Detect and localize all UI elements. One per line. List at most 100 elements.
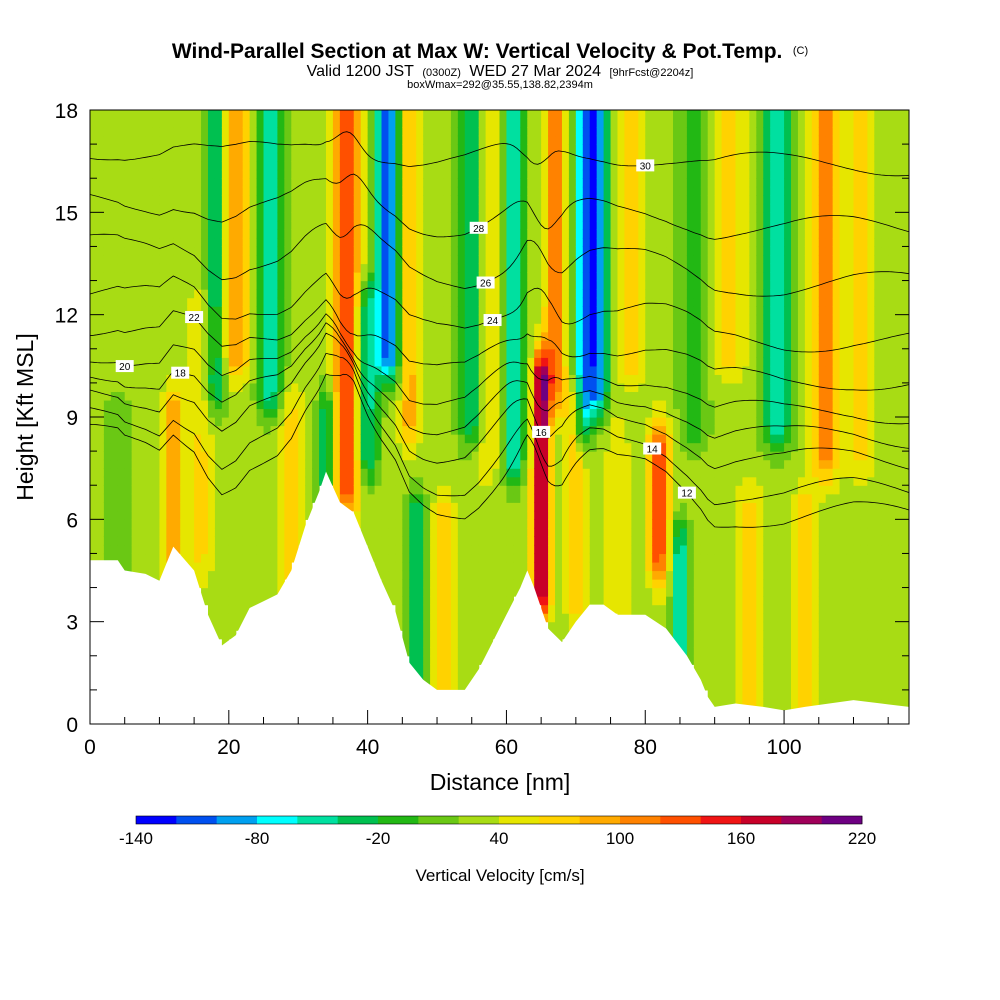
velocity-cell — [666, 152, 674, 162]
velocity-cell — [457, 434, 466, 444]
velocity-cell — [638, 135, 646, 145]
velocity-cell — [96, 144, 105, 154]
velocity-cell — [138, 451, 147, 461]
velocity-cell — [520, 306, 528, 316]
velocity-cell — [603, 459, 612, 469]
velocity-cell — [673, 144, 681, 154]
velocity-cell — [416, 485, 424, 495]
velocity-cell — [277, 459, 285, 469]
velocity-cell — [679, 297, 688, 307]
velocity-cell — [478, 451, 487, 461]
velocity-cell — [249, 186, 258, 196]
velocity-cell — [589, 417, 598, 427]
velocity-cell — [166, 280, 174, 290]
velocity-cell — [603, 161, 612, 171]
velocity-cell — [673, 391, 681, 401]
velocity-cell — [256, 408, 265, 418]
velocity-cell — [617, 254, 626, 265]
velocity-cell — [437, 570, 445, 580]
velocity-cell — [207, 306, 216, 316]
velocity-cell — [152, 254, 161, 265]
velocity-cell — [90, 306, 98, 316]
velocity-cell — [659, 348, 667, 358]
velocity-cell — [589, 212, 598, 222]
velocity-cell — [117, 442, 126, 452]
velocity-cell — [624, 280, 632, 290]
velocity-cell — [277, 289, 285, 299]
velocity-cell — [228, 306, 237, 316]
velocity-cell — [360, 519, 369, 529]
velocity-cell — [388, 323, 396, 333]
velocity-cell — [152, 357, 161, 367]
velocity-cell — [638, 357, 646, 367]
velocity-cell — [437, 186, 445, 196]
velocity-cell — [624, 476, 632, 486]
velocity-cell — [312, 195, 320, 205]
velocity-cell — [103, 340, 112, 350]
velocity-cell — [124, 544, 133, 555]
velocity-cell — [131, 229, 140, 239]
velocity-cell — [464, 604, 473, 614]
velocity-cell — [624, 579, 632, 589]
velocity-cell — [221, 527, 230, 537]
velocity-cell — [235, 417, 244, 427]
velocity-cell — [499, 289, 508, 299]
velocity-cell — [235, 365, 244, 375]
velocity-cell — [527, 536, 535, 546]
velocity-cell — [492, 510, 501, 520]
velocity-cell — [402, 169, 410, 179]
velocity-cell — [506, 229, 514, 239]
velocity-cell — [284, 110, 292, 120]
velocity-cell — [534, 553, 542, 563]
velocity-cell — [457, 127, 466, 137]
velocity-cell — [416, 604, 424, 614]
velocity-cell — [492, 212, 501, 222]
velocity-cell — [659, 544, 667, 555]
velocity-cell — [298, 263, 306, 273]
velocity-cell — [624, 493, 632, 503]
velocity-cell — [478, 408, 487, 418]
velocity-cell — [631, 272, 639, 282]
velocity-cell — [152, 314, 161, 324]
velocity-cell — [596, 135, 605, 145]
velocity-cell — [409, 178, 417, 188]
velocity-cell — [666, 127, 674, 137]
velocity-cell — [249, 127, 258, 137]
velocity-cell — [138, 280, 147, 290]
velocity-cell — [416, 110, 424, 120]
velocity-cell — [478, 527, 487, 537]
velocity-cell — [596, 527, 605, 537]
velocity-cell — [228, 152, 237, 162]
velocity-cell — [555, 237, 563, 248]
velocity-cell — [270, 348, 278, 358]
velocity-cell — [555, 570, 563, 580]
velocity-cell — [561, 237, 570, 248]
velocity-cell — [443, 544, 452, 555]
velocity-cell — [527, 408, 535, 418]
velocity-cell — [659, 212, 667, 222]
velocity-cell — [450, 561, 459, 572]
velocity-cell — [645, 382, 653, 393]
velocity-cell — [395, 203, 403, 213]
velocity-cell — [631, 476, 639, 486]
velocity-cell — [284, 323, 292, 333]
velocity-cell — [568, 613, 577, 623]
velocity-cell — [589, 263, 598, 273]
velocity-cell — [159, 254, 167, 265]
velocity-cell — [430, 621, 438, 631]
velocity-cell — [117, 519, 126, 529]
velocity-cell — [145, 161, 154, 171]
velocity-cell — [624, 220, 632, 230]
velocity-cell — [291, 365, 299, 375]
velocity-cell — [513, 527, 521, 537]
velocity-cell — [201, 502, 209, 512]
velocity-cell — [339, 408, 348, 418]
velocity-cell — [582, 110, 591, 120]
velocity-cell — [381, 570, 390, 580]
velocity-cell — [221, 280, 230, 290]
velocity-cell — [110, 169, 119, 179]
velocity-cell — [117, 144, 126, 154]
velocity-cell — [582, 579, 591, 589]
velocity-cell — [485, 442, 494, 452]
velocity-cell — [319, 118, 327, 128]
